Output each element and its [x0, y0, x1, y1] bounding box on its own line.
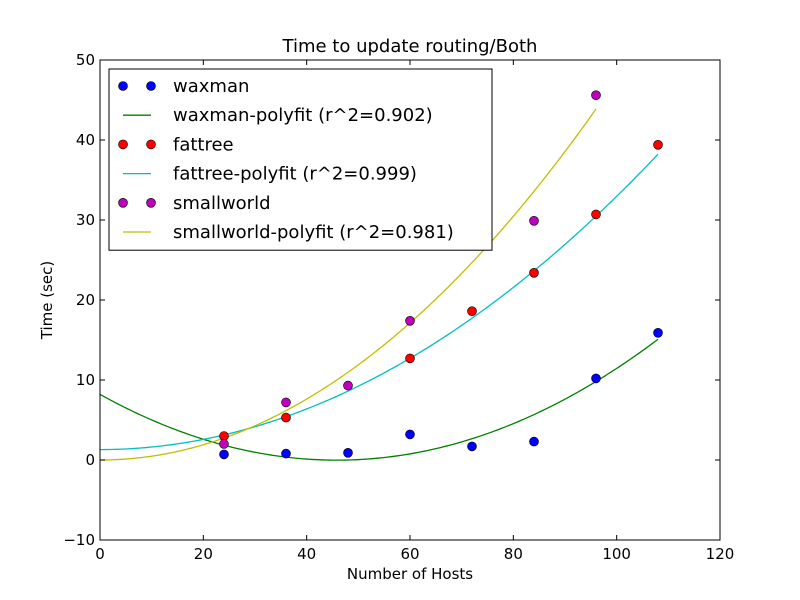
x-tick-label: 60 — [400, 545, 419, 563]
legend-marker-0 — [146, 81, 156, 91]
data-point-2-5 — [591, 209, 601, 220]
data-point-2-2 — [405, 353, 415, 364]
data-point-0-6 — [591, 373, 601, 384]
y-tick-label: −10 — [63, 531, 95, 549]
x-axis-label: Number of Hosts — [347, 565, 473, 583]
data-point-0-1 — [281, 448, 291, 459]
data-point-4-3 — [405, 315, 415, 326]
data-point-0-3 — [405, 429, 415, 440]
data-point-0-7 — [653, 327, 663, 338]
x-tick-label: 120 — [706, 545, 735, 563]
data-point-2-3 — [467, 306, 477, 317]
series-line-3 — [99, 153, 659, 451]
data-point-2-0 — [219, 431, 229, 441]
data-point-4-2 — [343, 380, 353, 391]
legend-label-1: waxman-polyfit (r^2=0.902) — [173, 105, 433, 126]
plot-marks — [99, 90, 663, 461]
data-point-2-1 — [281, 412, 291, 423]
y-axis-label: Time (sec) — [38, 261, 56, 340]
data-point-2-6 — [653, 140, 663, 150]
legend-label-0: waxman — [173, 76, 249, 97]
legend-marker-4 — [146, 198, 156, 208]
y-tick-label: 10 — [76, 371, 95, 389]
chart-title: Time to update routing/Both — [282, 36, 538, 57]
x-tick-label: 100 — [602, 545, 631, 563]
data-point-4-4 — [529, 216, 539, 226]
data-point-4-0 — [219, 439, 229, 449]
data-point-0-0 — [219, 449, 229, 460]
series-line-5 — [99, 108, 597, 461]
legend: waxman waxman-polyfit (r^2=0.902) fattree f… — [108, 68, 493, 251]
legend-marker-4 — [118, 198, 128, 208]
x-tick-label: 0 — [95, 545, 105, 563]
x-tick-label: 20 — [194, 545, 213, 563]
y-tick-label: 50 — [76, 51, 95, 69]
legend-label-5: smallworld-polyfit (r^2=0.981) — [173, 222, 454, 243]
y-tick-label: 20 — [76, 291, 95, 309]
y-tick-label: 40 — [76, 131, 95, 149]
data-point-0-5 — [529, 436, 539, 447]
legend-label-4: smallworld — [173, 193, 271, 214]
legend-label-3: fattree-polyfit (r^2=0.999) — [173, 164, 417, 185]
data-point-0-2 — [343, 447, 353, 458]
legend-marker-2 — [146, 139, 156, 150]
legend-marker-2 — [118, 139, 128, 150]
data-point-0-4 — [467, 441, 477, 452]
data-point-2-4 — [529, 267, 539, 278]
y-tick-label: 30 — [76, 211, 95, 229]
y-tick-label: 0 — [85, 451, 95, 469]
series-line-1 — [99, 338, 659, 461]
legend-marker-0 — [118, 81, 128, 91]
legend-box — [108, 68, 493, 251]
data-point-4-5 — [591, 90, 601, 100]
legend-label-2: fattree — [173, 134, 234, 155]
x-tick-label: 80 — [504, 545, 523, 563]
data-point-4-1 — [281, 397, 291, 408]
x-tick-label: 40 — [297, 545, 316, 563]
